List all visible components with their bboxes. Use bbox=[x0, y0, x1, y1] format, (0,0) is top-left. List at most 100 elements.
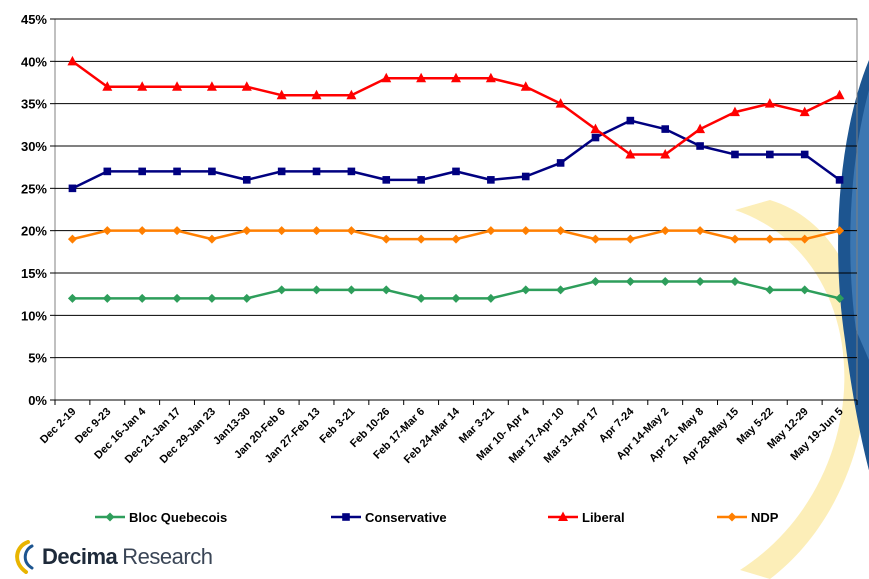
data-point bbox=[764, 98, 775, 108]
data-point bbox=[346, 285, 356, 295]
data-point bbox=[173, 167, 181, 176]
legend: Bloc Quebecois Conservative Liberal NDP bbox=[95, 510, 779, 525]
data-point bbox=[730, 276, 740, 286]
data-point bbox=[485, 72, 496, 83]
brand-name: Decima bbox=[42, 544, 118, 569]
data-point bbox=[277, 285, 287, 295]
data-point bbox=[521, 172, 530, 181]
legend-item-liberal: Liberal bbox=[548, 510, 625, 525]
series-line bbox=[71, 119, 841, 190]
data-point bbox=[695, 226, 705, 236]
y-tick-label: 30% bbox=[21, 139, 47, 154]
data-point bbox=[206, 81, 217, 91]
data-point bbox=[765, 285, 775, 295]
data-point bbox=[346, 226, 356, 236]
gridlines bbox=[55, 18, 857, 401]
data-point bbox=[660, 276, 670, 286]
data-point bbox=[347, 167, 356, 176]
series-conservative bbox=[68, 116, 844, 193]
data-point bbox=[312, 167, 321, 176]
data-point bbox=[172, 293, 182, 303]
data-point bbox=[556, 226, 566, 236]
data-point bbox=[102, 293, 112, 303]
data-point bbox=[766, 150, 774, 159]
data-point bbox=[381, 234, 391, 244]
data-point bbox=[626, 116, 635, 125]
data-point bbox=[102, 226, 112, 236]
series-ndp bbox=[67, 226, 845, 244]
data-point bbox=[67, 55, 78, 66]
data-point bbox=[381, 285, 391, 295]
data-point bbox=[556, 285, 566, 295]
data-point bbox=[277, 167, 286, 176]
legend-label: Conservative bbox=[365, 510, 447, 525]
legend-label: Liberal bbox=[582, 510, 625, 525]
data-point bbox=[729, 106, 740, 117]
y-axis: 0% 5% 10% 15% 20% 25% 30% 35% 40% 45% bbox=[21, 12, 55, 408]
data-point bbox=[765, 234, 775, 244]
data-point bbox=[311, 89, 322, 100]
data-point bbox=[451, 72, 461, 83]
series-group bbox=[67, 55, 845, 303]
data-point bbox=[625, 276, 635, 286]
data-point bbox=[137, 226, 147, 236]
data-point bbox=[137, 81, 148, 91]
data-point bbox=[486, 293, 496, 303]
data-point bbox=[172, 226, 182, 236]
data-point bbox=[416, 72, 427, 83]
data-point bbox=[452, 167, 460, 176]
series-bloc-quebecois bbox=[67, 276, 845, 303]
data-point bbox=[207, 234, 217, 244]
legend-marker bbox=[105, 512, 115, 522]
data-point bbox=[451, 234, 461, 244]
y-tick-label: 10% bbox=[21, 308, 47, 323]
data-point bbox=[346, 89, 357, 100]
data-point bbox=[137, 293, 147, 303]
data-point bbox=[800, 285, 810, 295]
data-point bbox=[416, 234, 426, 244]
data-point bbox=[312, 285, 322, 295]
data-point bbox=[834, 89, 845, 100]
data-point bbox=[591, 133, 600, 142]
data-point bbox=[625, 234, 635, 244]
data-point bbox=[277, 226, 287, 236]
legend-marker bbox=[558, 511, 568, 521]
data-point bbox=[242, 226, 252, 236]
data-point bbox=[520, 81, 531, 91]
x-tick-label: Dec 2-19 bbox=[38, 406, 78, 446]
data-point bbox=[835, 293, 845, 303]
y-tick-label: 45% bbox=[21, 12, 47, 27]
decorative-swirl bbox=[735, 200, 868, 579]
y-tick-label: 20% bbox=[21, 224, 47, 239]
brand-logo: Decima Research bbox=[8, 540, 213, 574]
data-point bbox=[172, 81, 183, 91]
data-point bbox=[590, 123, 601, 134]
y-tick-label: 35% bbox=[21, 97, 47, 112]
data-point bbox=[695, 123, 706, 134]
legend-marker bbox=[727, 512, 737, 522]
data-point bbox=[208, 167, 216, 176]
data-point bbox=[590, 234, 600, 244]
data-point bbox=[102, 81, 113, 91]
data-point bbox=[67, 234, 77, 244]
data-point bbox=[276, 89, 287, 100]
legend-label: NDP bbox=[751, 510, 779, 525]
data-point bbox=[138, 167, 146, 176]
data-point bbox=[521, 226, 531, 236]
data-point bbox=[487, 176, 495, 184]
data-point bbox=[660, 226, 670, 236]
legend-item-bloc-quebecois: Bloc Quebecois bbox=[95, 510, 227, 525]
legend-marker bbox=[342, 513, 350, 521]
data-point bbox=[590, 276, 600, 286]
data-point bbox=[625, 148, 636, 159]
brand-sub: Research bbox=[122, 544, 213, 569]
legend-item-conservative: Conservative bbox=[331, 510, 447, 525]
legend-label: Bloc Quebecois bbox=[129, 510, 227, 525]
data-point bbox=[242, 176, 251, 184]
data-point bbox=[730, 234, 740, 244]
data-point bbox=[416, 293, 426, 303]
data-point bbox=[800, 150, 809, 159]
data-point bbox=[103, 167, 112, 176]
